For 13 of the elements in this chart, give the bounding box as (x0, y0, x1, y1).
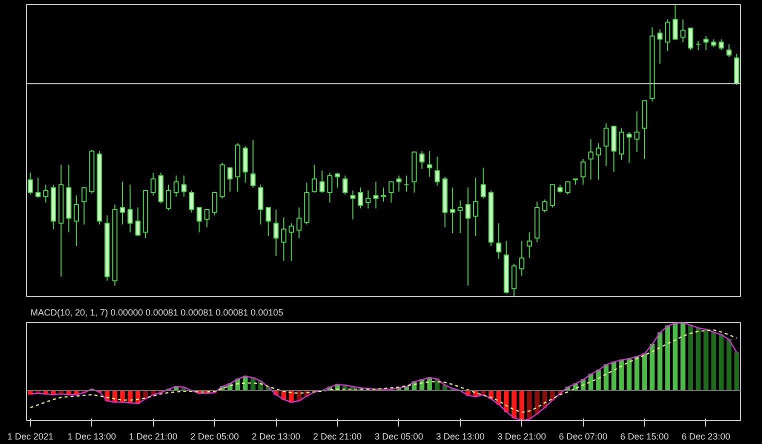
x-tick-label: 1 Dec 2021 (7, 432, 54, 442)
x-tick-label: 6 Dec 15:00 (620, 432, 669, 442)
x-tick-label: 1 Dec 21:00 (128, 432, 178, 442)
x-tick-label: 6 Dec 23:00 (682, 432, 730, 442)
x-tick-label: 3 Dec 05:00 (374, 432, 424, 442)
x-tick-label: 3 Dec 13:00 (436, 432, 485, 442)
x-tick-label: 3 Dec 21:00 (497, 432, 546, 442)
x-tick-label: 2 Dec 05:00 (190, 432, 239, 442)
chart-title: MACD(10, 20, 1, 7) 0.00000 0.00081 0.00081 0.00081 0.00105 (30, 308, 284, 318)
x-tick-label: 2 Dec 13:00 (252, 432, 300, 442)
x-tick-label: 1 Dec 13:00 (67, 432, 116, 442)
x-tick-label: 2 Dec 21:00 (313, 432, 362, 442)
x-tick-label: 6 Dec 07:00 (558, 432, 608, 442)
